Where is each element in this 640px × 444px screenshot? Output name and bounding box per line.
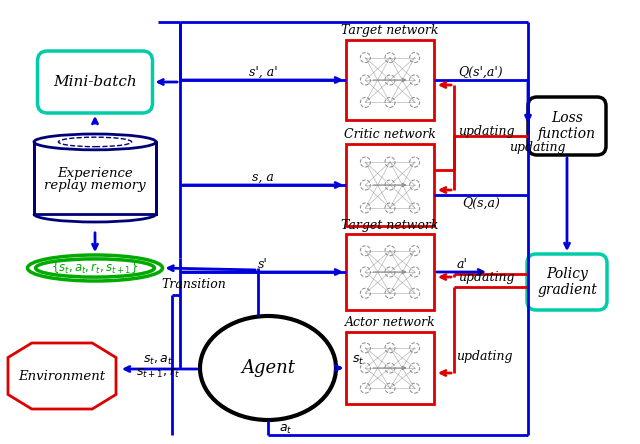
Text: a': a' xyxy=(456,258,467,270)
FancyBboxPatch shape xyxy=(38,51,152,113)
Text: Mini-batch: Mini-batch xyxy=(53,75,137,89)
Text: Experience: Experience xyxy=(57,166,133,179)
Text: Target network: Target network xyxy=(341,24,439,37)
Text: $s_t$: $s_t$ xyxy=(352,353,364,367)
Text: Environment: Environment xyxy=(19,369,106,382)
Text: $s_t, a_t$: $s_t, a_t$ xyxy=(143,353,173,367)
Bar xyxy=(346,40,434,120)
Text: updating: updating xyxy=(458,270,515,284)
Ellipse shape xyxy=(34,134,156,150)
Bar xyxy=(346,332,434,404)
Text: $\{s_t, a_t, r_t, s_{t+1}\}$: $\{s_t, a_t, r_t, s_{t+1}\}$ xyxy=(51,260,139,276)
Text: Policy: Policy xyxy=(546,267,588,281)
Text: gradient: gradient xyxy=(537,283,597,297)
Text: replay memory: replay memory xyxy=(44,178,146,191)
Bar xyxy=(34,142,156,214)
FancyBboxPatch shape xyxy=(527,254,607,310)
Text: function: function xyxy=(538,127,596,141)
Text: updating: updating xyxy=(509,142,565,155)
Text: s', a': s', a' xyxy=(249,66,277,79)
Polygon shape xyxy=(8,343,116,409)
Text: Q(s,a): Q(s,a) xyxy=(462,197,500,210)
Text: $a_t$: $a_t$ xyxy=(279,422,292,436)
Text: s': s' xyxy=(258,258,268,270)
FancyBboxPatch shape xyxy=(528,97,606,155)
Text: Q(s',a'): Q(s',a') xyxy=(459,66,503,79)
Text: $s_{t+1}, r_t$: $s_{t+1}, r_t$ xyxy=(136,366,180,380)
Text: Target network: Target network xyxy=(341,218,439,231)
Text: s, a: s, a xyxy=(252,170,274,183)
Bar xyxy=(346,234,434,310)
Ellipse shape xyxy=(28,255,163,281)
Text: Actor network: Actor network xyxy=(344,317,435,329)
Bar xyxy=(346,144,434,226)
Text: Transition: Transition xyxy=(162,278,227,290)
Text: Loss: Loss xyxy=(551,111,583,125)
Text: Critic network: Critic network xyxy=(344,128,436,142)
Text: Agent: Agent xyxy=(241,359,295,377)
Text: updating: updating xyxy=(456,349,512,362)
Text: updating: updating xyxy=(458,126,515,139)
